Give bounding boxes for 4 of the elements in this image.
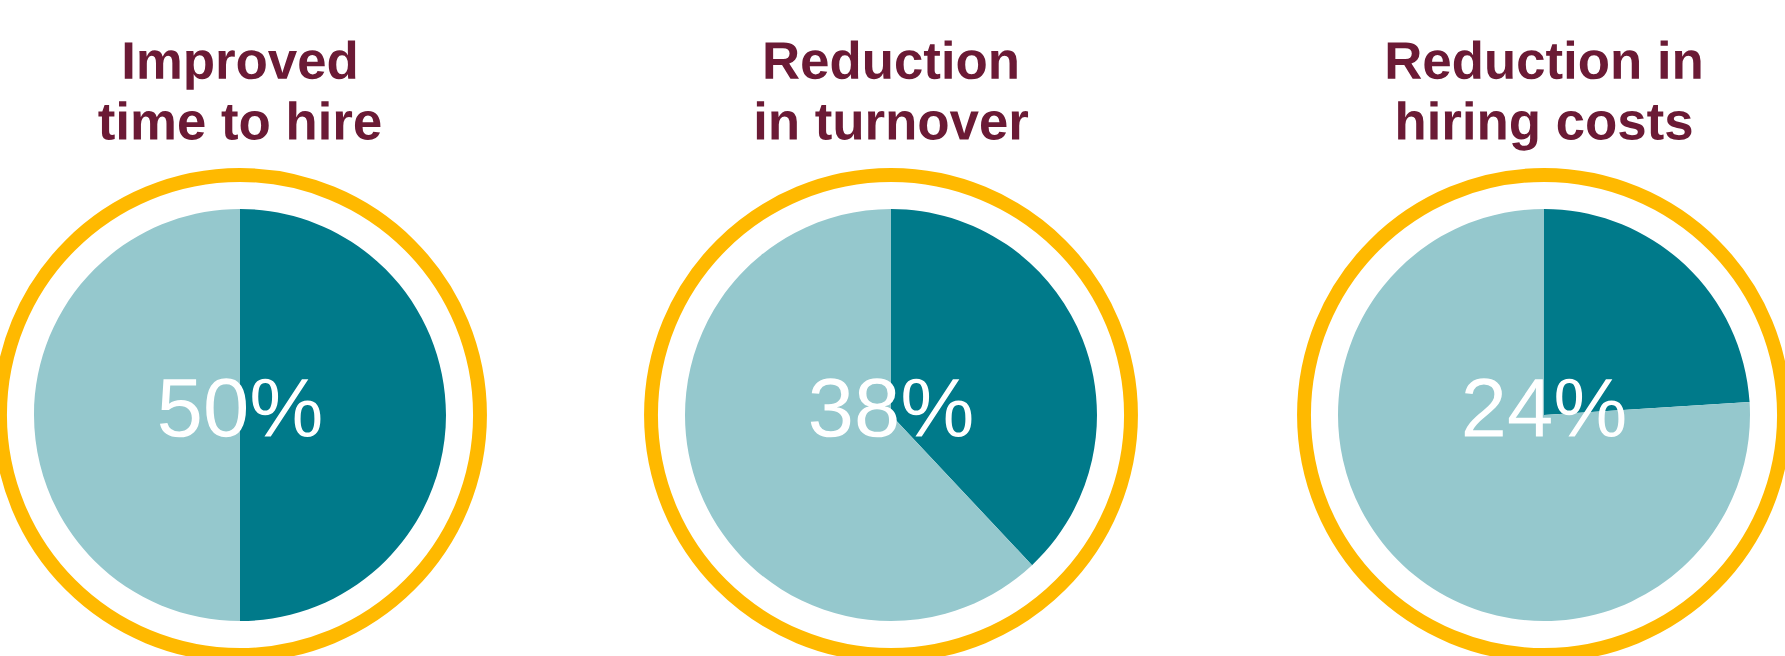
chart-title: Reduction in turnover	[756, 40, 1029, 140]
chart-title: Improved time to hire	[98, 40, 381, 140]
data-label: 24%	[1464, 378, 1625, 438]
chart-title: Reduction in hiring costs	[1387, 40, 1701, 151]
